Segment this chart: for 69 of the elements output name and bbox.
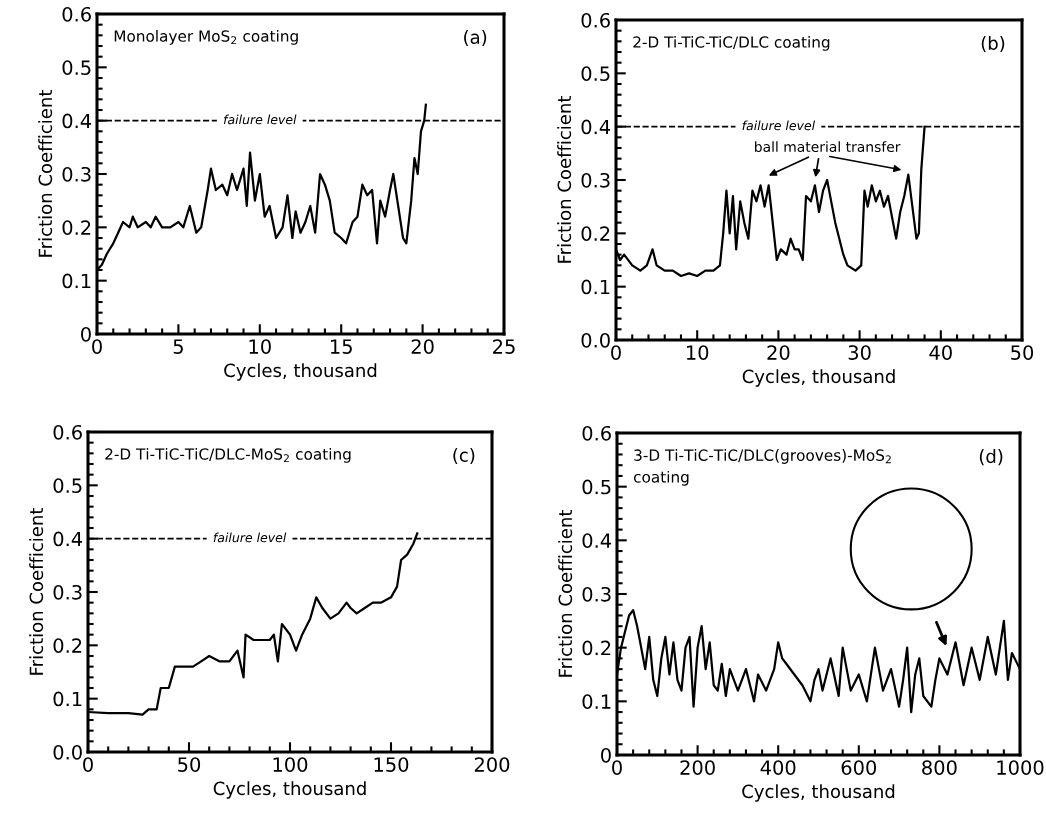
x-tick-label: 50 [178,757,201,772]
y-axis-title: Friction Coefficient [29,508,44,675]
y-tick-label: 0.2 [582,640,611,656]
ref-line-label: failure level [742,120,816,131]
x-tick-label: 200 [474,757,510,772]
x-tick-label: 800 [922,760,957,775]
x-axis-title: Cycles, thousand [213,781,366,799]
annotation: 2-D Ti-TiC-TiC/DLC coating [633,36,830,51]
y-tick-label: 0.2 [53,638,82,653]
x-tick-label: 5 [173,339,183,354]
x-tick-label: 200 [680,760,715,775]
annotation: (c) [453,448,475,465]
x-tick-label: 30 [848,345,871,360]
y-tick-label: 0.6 [62,6,91,22]
annotation: ball material transfer [755,141,901,153]
x-tick-label: 40 [929,345,952,360]
x-axis-title: Cycles, thousand [742,369,895,387]
y-tick-label: 0.6 [53,424,82,440]
y-tick-label: 0.2 [581,226,610,241]
y-axis-title: Friction Coefficient [557,96,572,263]
y-tick-label: 0.3 [581,172,610,188]
x-tick-label: 50 [1011,345,1034,360]
annotation: (a) [464,30,487,47]
x-tick-label: 10 [686,345,709,360]
ref-line-label: failure level [223,114,297,125]
y-tick-label: 0.3 [62,166,91,182]
x-tick-label: 0 [611,345,621,360]
y-tick-label: 0.1 [582,694,611,709]
x-tick-label: 100 [273,757,308,772]
y-tick-label: 0.0 [53,744,82,760]
x-tick-label: 1000 [997,760,1044,775]
y-tick-label: 0.1 [53,691,82,707]
x-tick-label: 15 [330,339,352,354]
y-tick-label: 0.5 [581,66,610,81]
y-tick-label: 0.6 [581,12,610,28]
y-tick-label: 0.3 [582,586,611,602]
y-tick-label: 0.3 [53,584,82,600]
x-tick-label: 0 [92,339,102,354]
annotation: (d) [979,449,1003,466]
text: 3-D Ti-TiC-TiC/DLC(grooves)-MoS$_{2}$ coating [633,449,891,486]
x-tick-label: 150 [374,757,409,772]
ref-line-label: failure level [213,532,287,543]
x-axis-title: Cycles, thousand [224,363,377,381]
x-tick-label: 20 [411,339,434,354]
y-tick-label: 0.4 [62,113,92,129]
x-tick-label: 600 [841,760,877,775]
y-tick-label: 0.4 [53,531,83,547]
annotation: 2-D Ti-TiC-TiC/DLC-MoS$_{2}$ coating [105,448,351,463]
x-tick-label: 25 [493,339,515,354]
x-tick-label: 0 [612,760,622,775]
y-tick-label: 0.1 [62,273,91,289]
y-tick-label: 0.6 [582,425,611,441]
y-tick-label: 0.4 [581,119,611,135]
y-tick-label: 0.5 [62,60,91,75]
x-tick-label: 10 [249,339,271,354]
y-tick-label: 0.1 [581,279,610,295]
y-tick-label: 0.4 [582,533,612,548]
y-tick-label: 0.5 [582,479,611,495]
y-tick-label: 0 [81,326,91,342]
x-axis-title: Cycles, thousand [742,784,895,802]
y-axis-title: Friction Coefficient [558,510,573,677]
x-tick-label: 400 [760,760,796,775]
annotation: Monolayer MoS$_{2}$ coating [114,30,298,45]
y-tick-label: 0.0 [581,332,610,348]
y-tick-label: 0.5 [53,478,82,493]
annotation: (b) [981,36,1005,53]
y-tick-label: 0.2 [62,220,91,235]
x-tick-label: 20 [767,345,790,360]
y-axis-title: Friction Coefficient [38,90,53,257]
